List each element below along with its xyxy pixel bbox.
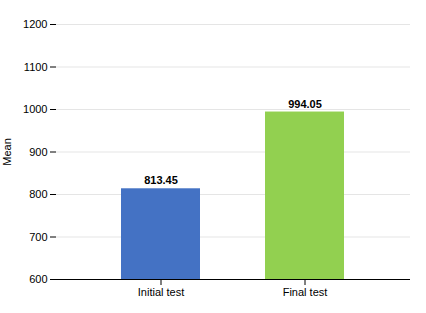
svg-text:994.05: 994.05 xyxy=(288,98,322,110)
svg-text:700: 700 xyxy=(29,231,47,243)
svg-text:Final test: Final test xyxy=(283,286,328,298)
svg-text:800: 800 xyxy=(29,188,47,200)
svg-text:900: 900 xyxy=(29,146,47,158)
svg-text:600: 600 xyxy=(29,273,47,285)
svg-text:1100: 1100 xyxy=(24,61,48,73)
svg-text:1000: 1000 xyxy=(23,103,47,115)
svg-text:Initial test: Initial test xyxy=(138,286,184,298)
svg-text:Mean: Mean xyxy=(1,138,13,166)
svg-text:813.45: 813.45 xyxy=(144,174,178,186)
svg-text:1200: 1200 xyxy=(23,18,47,30)
